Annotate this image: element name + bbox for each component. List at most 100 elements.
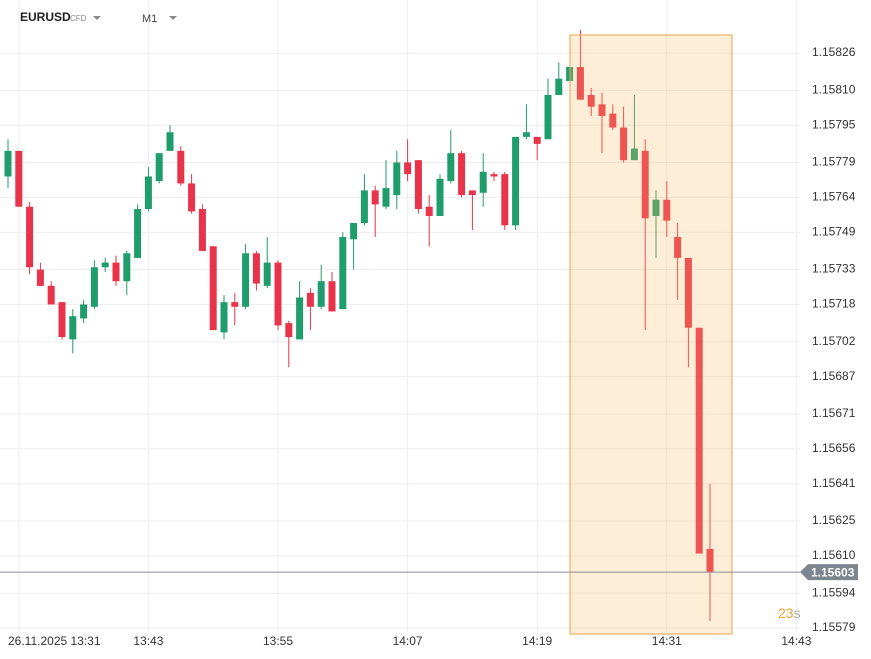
candle-body xyxy=(425,206,433,217)
candle-body xyxy=(458,153,466,196)
y-tick-label: 1.15733 xyxy=(812,262,856,276)
grid: 1.15826 1.15810 1.15795 1.15779 1.15764 1.157… xyxy=(0,0,856,648)
x-tick-label: 14:31 xyxy=(652,634,682,648)
candle-body xyxy=(209,246,217,331)
countdown-unit: s xyxy=(794,605,801,621)
candle-body xyxy=(533,136,541,144)
candle-body xyxy=(242,253,250,307)
candle-body xyxy=(587,94,595,107)
y-tick-label: 1.15671 xyxy=(812,406,856,420)
candle-body xyxy=(296,297,304,340)
y-tick-label: 1.15795 xyxy=(812,117,856,131)
candle-body xyxy=(26,206,34,268)
countdown: 23s xyxy=(778,605,801,621)
y-tick-label: 1.15810 xyxy=(812,82,856,96)
candle-body xyxy=(350,223,358,240)
x-tick-label: 13:55 xyxy=(263,634,293,648)
candle-body xyxy=(576,67,584,100)
candle-body xyxy=(447,153,455,182)
candle-body xyxy=(544,94,552,140)
instrument-type: CFD xyxy=(70,14,87,23)
candle-body xyxy=(339,236,347,310)
dropdown-arrow[interactable] xyxy=(169,16,177,20)
candle-body xyxy=(4,150,12,177)
candle-body xyxy=(641,150,649,219)
candle-body xyxy=(155,153,163,182)
dropdown-arrow[interactable] xyxy=(93,16,101,20)
candle-body xyxy=(80,304,88,319)
last-price-tag xyxy=(800,564,858,581)
candle-body xyxy=(317,281,325,307)
countdown-value: 23 xyxy=(778,605,794,621)
candle-body xyxy=(101,262,109,268)
x-tick-label: 14:19 xyxy=(522,634,552,648)
y-tick-label: 1.15656 xyxy=(812,441,856,455)
candle-body xyxy=(188,183,196,212)
candle-body xyxy=(15,150,23,207)
candle-body xyxy=(231,302,239,307)
y-tick-label: 1.15749 xyxy=(812,224,856,238)
candle-body xyxy=(652,199,660,217)
candle-body xyxy=(69,316,77,340)
candles xyxy=(4,29,714,622)
candle-body xyxy=(630,148,638,161)
candle-body xyxy=(436,178,444,217)
candle-body xyxy=(198,209,206,251)
candle-body xyxy=(393,162,401,196)
candle-body xyxy=(620,127,628,161)
candle-body xyxy=(252,253,260,284)
candle-body xyxy=(706,548,714,573)
candle-body xyxy=(306,292,314,307)
y-tick-label: 1.15641 xyxy=(812,476,856,490)
x-tick-label: 13:43 xyxy=(133,634,163,648)
candle-body xyxy=(144,176,152,210)
candle-body xyxy=(695,327,703,554)
y-tick-label: 1.15764 xyxy=(812,190,856,204)
symbol[interactable]: EURUSD xyxy=(20,10,71,24)
timeframe[interactable]: M1 xyxy=(142,13,157,25)
candle-body xyxy=(90,267,98,307)
y-tick-label: 1.15687 xyxy=(812,369,856,383)
candle-body xyxy=(220,302,228,333)
candle-body xyxy=(382,188,390,207)
candle-body xyxy=(166,132,174,151)
candle-body xyxy=(512,136,520,226)
candle-body xyxy=(414,160,422,210)
candle-body xyxy=(404,162,412,175)
candle-body xyxy=(490,174,498,177)
y-tick-label: 1.15610 xyxy=(812,548,856,562)
y-tick-label: 1.15625 xyxy=(812,513,856,527)
candle-body xyxy=(285,323,293,338)
candle-body xyxy=(58,302,66,338)
y-tick-label: 1.15779 xyxy=(812,155,856,169)
candle-body xyxy=(360,190,368,224)
candle-body xyxy=(674,236,682,258)
candle-body xyxy=(328,281,336,312)
candle-body xyxy=(263,262,271,286)
last-price-label: 1.15603 xyxy=(811,565,855,579)
candle-body xyxy=(47,285,55,305)
y-tick-label: 1.15579 xyxy=(812,620,856,634)
candle-body xyxy=(123,253,131,282)
candle-body xyxy=(371,190,379,205)
candle-body xyxy=(479,171,487,193)
candle-body xyxy=(468,190,476,196)
overlay: 1.15603 xyxy=(0,564,858,581)
candle-body xyxy=(609,113,617,128)
candle-body xyxy=(663,199,671,221)
x-tick-label: 14:07 xyxy=(393,634,423,648)
y-tick-label: 1.15702 xyxy=(812,334,856,348)
candle-body xyxy=(36,269,44,286)
candle-body xyxy=(112,262,120,282)
y-tick-label: 1.15594 xyxy=(812,585,856,599)
candle-body xyxy=(274,262,282,326)
candle-body xyxy=(177,150,185,184)
candle-body xyxy=(555,78,563,95)
highlight-box xyxy=(569,34,733,635)
x-tick-label: 14:43 xyxy=(781,634,811,648)
candle-body xyxy=(598,104,606,116)
x-tick-label: 26.11.2025 13:31 xyxy=(8,634,101,648)
